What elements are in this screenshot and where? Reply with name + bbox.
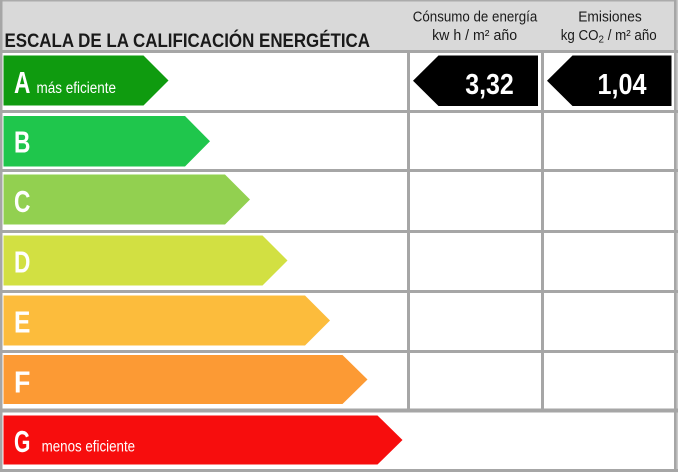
svg-text:kw h / m² año: kw h / m² año (432, 28, 517, 44)
svg-text:C: C (14, 185, 30, 219)
svg-text:menos eficiente: menos eficiente (42, 439, 136, 456)
svg-text:F: F (14, 366, 30, 400)
svg-text:B: B (14, 126, 30, 160)
svg-text:G: G (14, 425, 30, 459)
svg-text:Emisiones: Emisiones (578, 10, 642, 26)
svg-text:A: A (14, 66, 30, 100)
svg-text:1,04: 1,04 (598, 69, 647, 101)
svg-text:Cónsumo de energía: Cónsumo de energía (413, 10, 538, 26)
svg-text:más eficiente: más eficiente (37, 80, 117, 97)
svg-text:E: E (14, 306, 30, 340)
svg-text:D: D (14, 246, 30, 280)
svg-text:kg CO2 / m² año: kg CO2 / m² año (561, 28, 657, 46)
svg-text:3,32: 3,32 (465, 69, 514, 101)
svg-text:ESCALA DE LA CALIFICACIÓN ENER: ESCALA DE LA CALIFICACIÓN ENERGÉTICA (5, 30, 371, 52)
